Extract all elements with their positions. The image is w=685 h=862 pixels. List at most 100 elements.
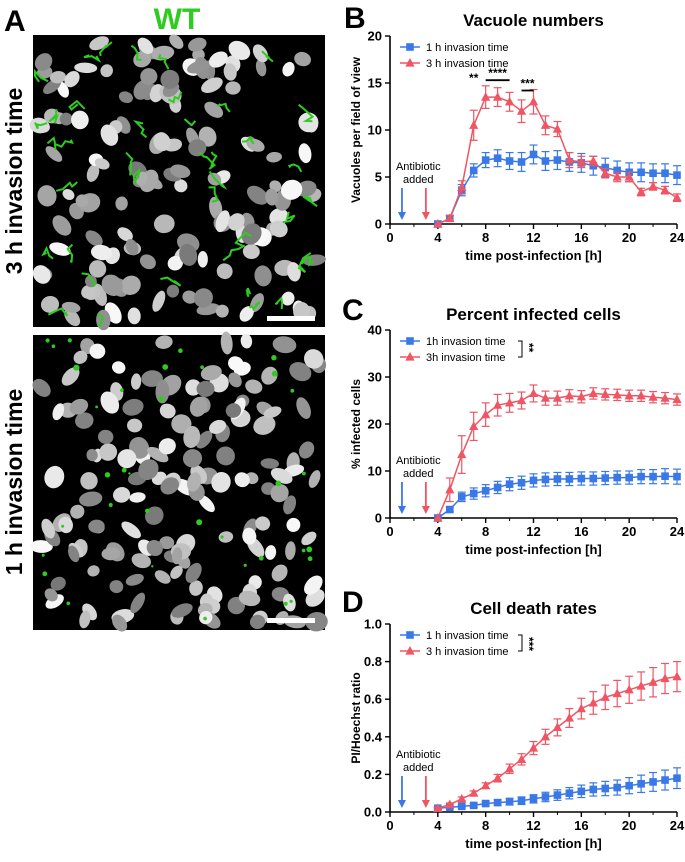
- data-point: [457, 793, 467, 803]
- x-tick-label: 8: [482, 524, 489, 539]
- nucleus: [270, 467, 293, 484]
- nucleus: [155, 379, 170, 404]
- nucleus: [247, 185, 269, 205]
- legend-marker: [405, 352, 415, 361]
- bacteria-stain: [73, 364, 80, 371]
- nucleus: [69, 398, 89, 415]
- blue-arrow-head: [397, 212, 406, 220]
- nucleus: [198, 494, 215, 513]
- nucleus: [147, 446, 169, 463]
- x-tick-label: 20: [622, 818, 636, 833]
- data-point: [612, 172, 622, 181]
- nucleus: [146, 539, 163, 557]
- bacteria-stain: [289, 599, 293, 604]
- data-point: [528, 388, 539, 398]
- data-point: [457, 182, 467, 191]
- nucleus: [216, 263, 233, 280]
- data-point: [588, 156, 598, 165]
- legend-label: 3 h invasion time: [426, 58, 509, 70]
- data-point: [636, 681, 646, 690]
- bacteria-stain: [145, 508, 150, 514]
- nucleus: [193, 288, 213, 308]
- nucleus: [88, 519, 105, 534]
- data-point: [637, 168, 645, 177]
- data-point: [493, 400, 503, 409]
- bacteria-stain: [301, 548, 306, 553]
- bacteria-stain: [48, 109, 60, 124]
- data-point: [660, 185, 670, 194]
- bacteria-stain: [196, 519, 203, 526]
- nucleus: [100, 64, 113, 78]
- nucleus: [90, 244, 113, 261]
- bacteria-stain: [55, 181, 78, 192]
- nucleus: [71, 110, 89, 130]
- bacteria-stain: [158, 396, 164, 402]
- nucleus: [265, 188, 279, 206]
- data-point: [624, 172, 634, 181]
- nucleus: [270, 483, 289, 503]
- bacteria-stain: [162, 364, 169, 370]
- data-point: [565, 789, 574, 797]
- x-axis-label: time post-infection [h]: [465, 542, 602, 557]
- nucleus: [98, 429, 114, 445]
- nucleus: [89, 343, 106, 359]
- data-point: [636, 187, 646, 196]
- data-point: [588, 388, 598, 398]
- data-point: [625, 473, 633, 482]
- nucleus: [179, 243, 198, 266]
- data-point: [457, 493, 466, 501]
- bacteria-stain: [42, 571, 48, 577]
- bacteria-stain: [306, 546, 313, 553]
- nucleus: [196, 430, 213, 449]
- nucleus: [160, 69, 180, 89]
- bacteria-stain: [249, 301, 261, 311]
- data-point: [493, 92, 503, 101]
- y-axis-label: PI/Hoechst ratio: [349, 672, 363, 763]
- nucleus: [153, 214, 175, 234]
- bacteria-stain: [297, 252, 312, 273]
- x-axis-label: time post-infection [h]: [465, 836, 602, 851]
- nucleus: [265, 545, 277, 560]
- data-point: [433, 513, 443, 522]
- bacteria-stain: [130, 44, 142, 61]
- data-point: [517, 158, 526, 166]
- data-point: [577, 787, 586, 796]
- nucleus: [287, 262, 301, 282]
- legend-significance: ***: [522, 637, 536, 651]
- data-point: [673, 171, 681, 179]
- micrograph-top: [29, 34, 326, 331]
- data-point: [600, 168, 610, 177]
- nucleus: [79, 610, 91, 629]
- data-point: [469, 421, 479, 430]
- data-point: [481, 156, 490, 164]
- nucleus: [304, 349, 324, 369]
- nucleus: [145, 506, 164, 525]
- y-tick-label: 20: [368, 417, 382, 432]
- bacteria-stain: [243, 563, 247, 567]
- data-point: [552, 124, 563, 133]
- bacteria-stain: [157, 54, 170, 70]
- panel-label-c: C: [342, 294, 364, 327]
- nucleus: [272, 336, 297, 354]
- nucleus: [41, 518, 55, 539]
- nucleus: [40, 295, 60, 313]
- nucleus: [208, 51, 228, 68]
- nucleus: [304, 575, 323, 595]
- bacteria-stain: [242, 135, 255, 145]
- x-tick-label: 16: [574, 524, 588, 539]
- nucleus: [215, 210, 230, 233]
- row-label-top: 3 h invasion time: [1, 88, 27, 275]
- bacteria-stain: [258, 555, 264, 561]
- nucleus: [52, 215, 72, 236]
- nucleus: [197, 250, 208, 268]
- nucleus: [125, 573, 144, 586]
- data-point: [600, 389, 610, 398]
- bacteria-stain: [208, 171, 228, 190]
- bacteria-stain: [34, 122, 48, 130]
- data-point: [564, 390, 574, 400]
- data-point: [504, 763, 515, 773]
- y-tick-label: 20: [368, 29, 382, 44]
- nucleus: [131, 553, 151, 569]
- y-tick-label: 10: [368, 464, 382, 479]
- data-point: [649, 169, 657, 178]
